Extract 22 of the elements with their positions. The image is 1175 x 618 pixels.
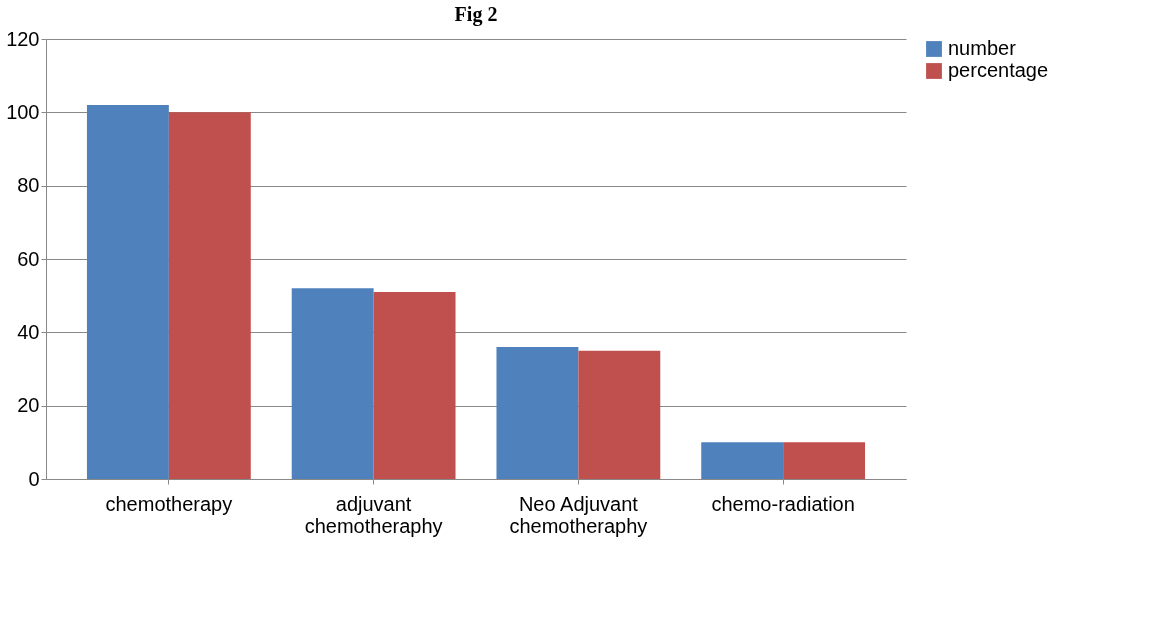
x-tick-label: chemo-radiation bbox=[711, 492, 855, 515]
x-tick-label: Neo Adjuvant chemotheraphy bbox=[509, 492, 648, 537]
y-tick-label: 20 bbox=[17, 394, 40, 417]
y-tick-label: 60 bbox=[17, 247, 40, 270]
bar bbox=[701, 442, 784, 479]
legend-label: percentage bbox=[948, 59, 1049, 81]
y-tick-label: 120 bbox=[6, 27, 40, 50]
bar bbox=[373, 292, 456, 479]
y-tick-label: 40 bbox=[17, 320, 40, 343]
bar bbox=[578, 350, 661, 479]
bar bbox=[496, 347, 579, 479]
y-tick-label: 80 bbox=[17, 174, 40, 197]
x-tick-label: chemotherapy bbox=[105, 492, 233, 515]
bar bbox=[168, 112, 251, 479]
bar bbox=[86, 105, 169, 479]
y-tick-label: 0 bbox=[28, 467, 40, 490]
legend-label: number bbox=[948, 37, 1017, 59]
y-tick-label: 100 bbox=[6, 100, 40, 123]
chart-title: Fig 2 bbox=[454, 3, 498, 26]
x-tick-label: adjuvant chemotheraphy bbox=[304, 492, 443, 537]
bar bbox=[291, 288, 374, 479]
bar bbox=[783, 442, 866, 479]
